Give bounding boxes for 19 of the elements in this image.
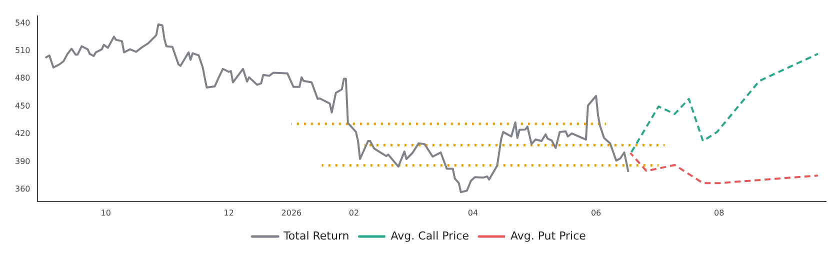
y-tick-label: 450 <box>14 101 30 110</box>
legend-label: Avg. Put Price <box>510 229 586 242</box>
y-tick-label: 390 <box>14 156 30 166</box>
x-tick-label: 06 <box>590 208 602 218</box>
x-tick-label: 08 <box>714 208 724 218</box>
line-series <box>629 152 819 184</box>
legend-label: Avg. Call Price <box>390 229 470 242</box>
y-tick-label: 510 <box>14 46 30 55</box>
y-tick-label: 480 <box>14 74 30 83</box>
y-tick-label: 420 <box>14 129 30 138</box>
x-tick-label: 04 <box>468 208 478 218</box>
x-tick-label: 02 <box>348 208 360 218</box>
x-tick-label: 2026 <box>281 208 302 218</box>
x-tick-label: 10 <box>100 208 111 218</box>
legend-label: Total Return <box>282 229 350 242</box>
line-series <box>629 52 819 155</box>
x-tick-label: 12 <box>224 208 234 218</box>
y-tick-label: 540 <box>14 18 30 28</box>
y-tick-label: 360 <box>14 184 30 194</box>
